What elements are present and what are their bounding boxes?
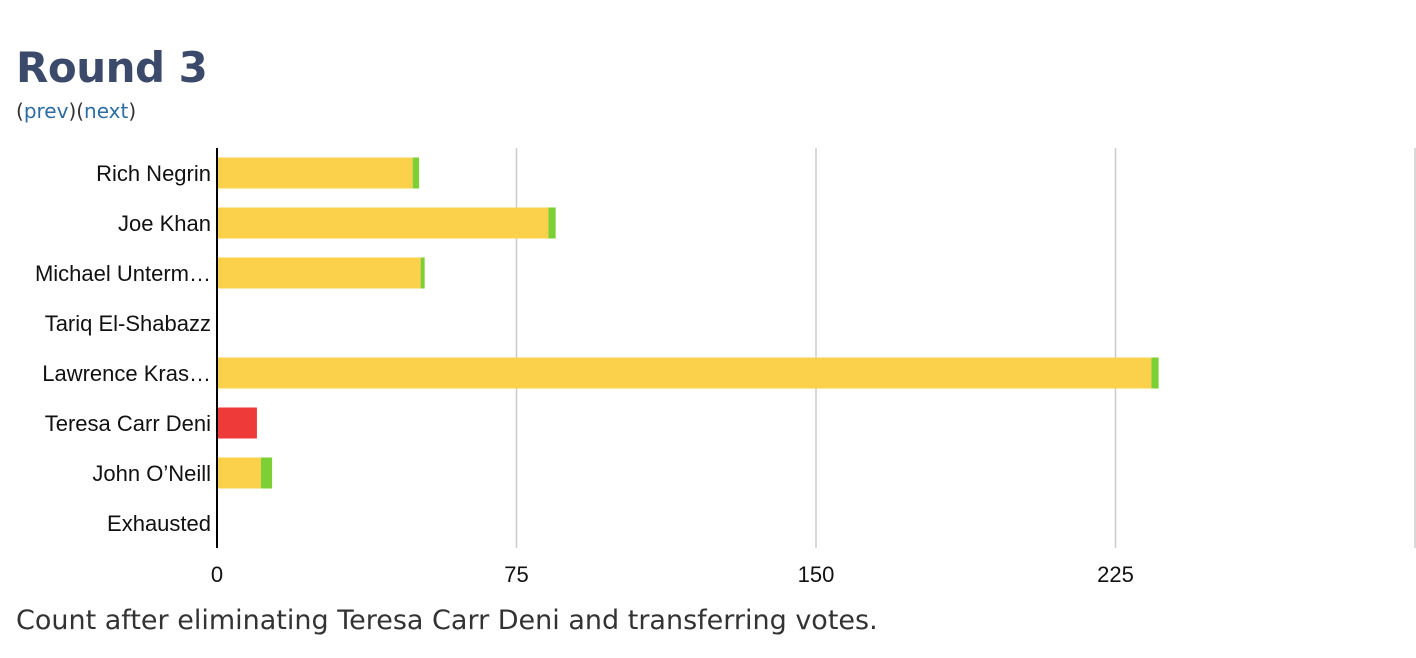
bar-retained xyxy=(217,157,413,189)
bar-eliminated xyxy=(217,407,257,439)
round-title: Round 3 xyxy=(16,43,208,92)
category-label: Tariq El-Shabazz xyxy=(45,311,211,336)
category-label: John O’Neill xyxy=(92,461,211,486)
category-label: Exhausted xyxy=(107,511,211,536)
nav-paren-open: ( xyxy=(16,99,24,123)
category-label: Michael Unterm… xyxy=(35,261,211,286)
bar-retained xyxy=(217,257,421,289)
x-tick-label: 0 xyxy=(211,562,223,587)
bar-retained xyxy=(217,207,549,239)
chart-caption: Count after eliminating Teresa Carr Deni… xyxy=(16,605,878,636)
category-label: Teresa Carr Deni xyxy=(45,411,211,436)
bar-retained xyxy=(217,457,261,489)
category-label: Rich Negrin xyxy=(96,161,211,186)
category-label: Joe Khan xyxy=(118,211,211,236)
x-tick-label: 75 xyxy=(504,562,528,587)
prev-link[interactable]: prev xyxy=(23,99,69,123)
bar-transferred_in xyxy=(420,257,425,289)
bar-transferred_in xyxy=(548,207,556,239)
bar-transferred_in xyxy=(412,157,420,189)
category-label: Lawrence Kras… xyxy=(42,361,211,386)
nav-paren-close: ) xyxy=(128,99,137,123)
next-link[interactable]: next xyxy=(84,99,129,123)
bar-chart: Rich Negrin Joe Khan Michael Unterm… Tariq … xyxy=(35,148,1416,587)
x-tick-label: 225 xyxy=(1097,562,1134,587)
bar-transferred_in xyxy=(1151,357,1159,389)
round-nav: (prev)(next) xyxy=(16,97,136,125)
bar-retained xyxy=(217,357,1152,389)
x-tick-label: 150 xyxy=(798,562,835,587)
bar-transferred_in xyxy=(260,457,273,489)
nav-paren-mid: )( xyxy=(68,99,85,123)
